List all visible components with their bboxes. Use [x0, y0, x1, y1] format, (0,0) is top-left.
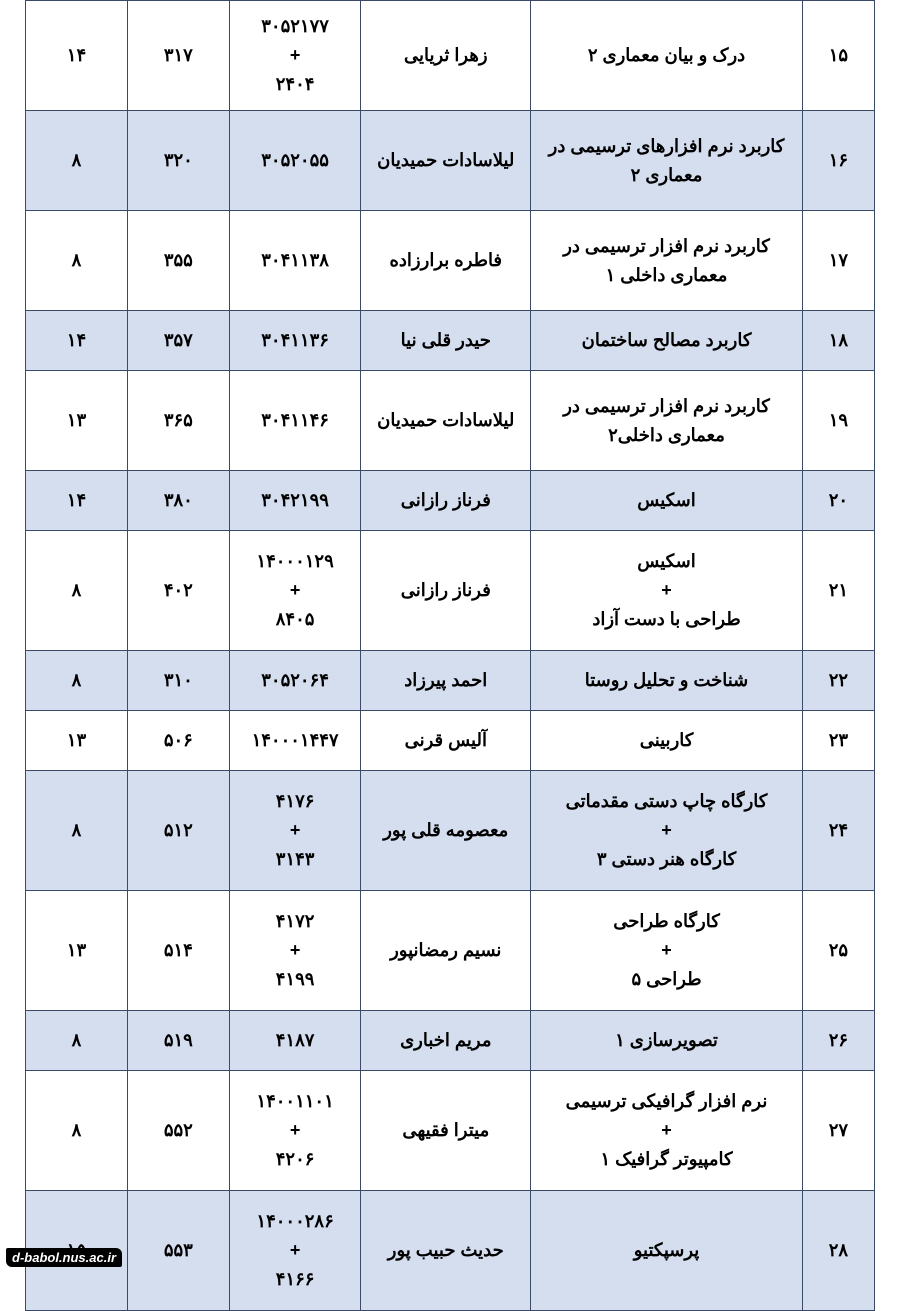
col-c1: ۵۱۲ — [127, 771, 229, 891]
course-title: اسکیس — [531, 471, 803, 531]
course-title: کاربینی — [531, 711, 803, 771]
course-code: ۴۱۷۶+۳۱۴۳ — [229, 771, 361, 891]
table-row: ۱۹کاربرد نرم افزار ترسیمی در معماری داخل… — [26, 371, 875, 471]
course-title: درک و بیان معماری ۲ — [531, 1, 803, 111]
table-row: ۲۴کارگاه چاپ دستی مقدماتی+کارگاه هنر دست… — [26, 771, 875, 891]
course-code: ۱۴۰۰۱۱۰۱+۴۲۰۶ — [229, 1071, 361, 1191]
col-c1: ۵۱۹ — [127, 1011, 229, 1071]
table-row: ۲۶تصویرسازی ۱مریم اخباری۴۱۸۷۵۱۹۸ — [26, 1011, 875, 1071]
instructor-name: فرناز رازانی — [361, 531, 531, 651]
row-index: ۱۸ — [802, 311, 874, 371]
col-c2: ۸ — [26, 651, 128, 711]
col-c1: ۵۰۶ — [127, 711, 229, 771]
table-row: ۲۰اسکیسفرناز رازانی۳۰۴۲۱۹۹۳۸۰۱۴ — [26, 471, 875, 531]
row-index: ۲۷ — [802, 1071, 874, 1191]
course-title: کاربرد مصالح ساختمان — [531, 311, 803, 371]
col-c2: ۸ — [26, 771, 128, 891]
instructor-name: نسیم رمضانپور — [361, 891, 531, 1011]
course-title: کاربرد نرم افزارهای ترسیمی در معماری ۲ — [531, 111, 803, 211]
course-title: کاربرد نرم افزار ترسیمی در معماری داخلی … — [531, 211, 803, 311]
col-c2: ۱۳ — [26, 371, 128, 471]
col-c2: ۸ — [26, 1011, 128, 1071]
table-row: ۲۷نرم افزار گرافیکی ترسیمی+کامپیوتر گراف… — [26, 1071, 875, 1191]
col-c1: ۳۵۷ — [127, 311, 229, 371]
course-title: شناخت و تحلیل روستا — [531, 651, 803, 711]
instructor-name: حدیث حبیب پور — [361, 1191, 531, 1311]
course-table: ۱۵درک و بیان معماری ۲زهرا ثریایی۳۰۵۲۱۷۷+… — [25, 0, 875, 1311]
row-index: ۲۴ — [802, 771, 874, 891]
course-code: ۳۰۴۱۱۳۸ — [229, 211, 361, 311]
table-row: ۱۵درک و بیان معماری ۲زهرا ثریایی۳۰۵۲۱۷۷+… — [26, 1, 875, 111]
course-title: اسکیس+طراحی با دست آزاد — [531, 531, 803, 651]
watermark: d-babol.nus.ac.ir — [6, 1248, 122, 1267]
course-code: ۳۰۴۱۱۴۶ — [229, 371, 361, 471]
instructor-name: احمد پیرزاد — [361, 651, 531, 711]
col-c2: ۱۴ — [26, 471, 128, 531]
col-c1: ۳۱۷ — [127, 1, 229, 111]
col-c2: ۸ — [26, 1071, 128, 1191]
col-c1: ۳۱۰ — [127, 651, 229, 711]
instructor-name: آلیس قرنی — [361, 711, 531, 771]
course-code: ۱۴۰۰۰۱۲۹+۸۴۰۵ — [229, 531, 361, 651]
col-c2: ۱۳ — [26, 711, 128, 771]
col-c1: ۵۱۴ — [127, 891, 229, 1011]
table-row: ۲۲شناخت و تحلیل روستااحمد پیرزاد۳۰۵۲۰۶۴۳… — [26, 651, 875, 711]
course-title: کاربرد نرم افزار ترسیمی در معماری داخلی۲ — [531, 371, 803, 471]
col-c2: ۱۳ — [26, 891, 128, 1011]
course-code: ۱۴۰۰۰۱۴۴۷ — [229, 711, 361, 771]
row-index: ۱۶ — [802, 111, 874, 211]
row-index: ۲۳ — [802, 711, 874, 771]
row-index: ۲۶ — [802, 1011, 874, 1071]
row-index: ۲۱ — [802, 531, 874, 651]
instructor-name: لیلاسادات حمیدیان — [361, 371, 531, 471]
row-index: ۲۰ — [802, 471, 874, 531]
col-c1: ۳۶۵ — [127, 371, 229, 471]
col-c2: ۱۴ — [26, 1, 128, 111]
instructor-name: زهرا ثریایی — [361, 1, 531, 111]
col-c1: ۳۲۰ — [127, 111, 229, 211]
course-code: ۳۰۵۲۰۶۴ — [229, 651, 361, 711]
row-index: ۲۲ — [802, 651, 874, 711]
col-c2: ۸ — [26, 211, 128, 311]
col-c2: ۸ — [26, 111, 128, 211]
course-code: ۳۰۴۲۱۹۹ — [229, 471, 361, 531]
instructor-name: حیدر قلی نیا — [361, 311, 531, 371]
course-title: کارگاه چاپ دستی مقدماتی+کارگاه هنر دستی … — [531, 771, 803, 891]
table-row: ۲۱اسکیس+طراحی با دست آزادفرناز رازانی۱۴۰… — [26, 531, 875, 651]
instructor-name: میترا فقیهی — [361, 1071, 531, 1191]
table-row: ۱۷کاربرد نرم افزار ترسیمی در معماری داخل… — [26, 211, 875, 311]
course-title: پرسپکتیو — [531, 1191, 803, 1311]
col-c1: ۴۰۲ — [127, 531, 229, 651]
course-code: ۳۰۵۲۰۵۵ — [229, 111, 361, 211]
table-row: ۲۵کارگاه طراحی+طراحی ۵نسیم رمضانپور۴۱۷۲+… — [26, 891, 875, 1011]
row-index: ۲۸ — [802, 1191, 874, 1311]
table-row: ۲۸پرسپکتیوحدیث حبیب پور۱۴۰۰۰۲۸۶+۴۱۶۶۵۵۳۱… — [26, 1191, 875, 1311]
table-row: ۱۸کاربرد مصالح ساختمانحیدر قلی نیا۳۰۴۱۱۳… — [26, 311, 875, 371]
col-c1: ۵۵۲ — [127, 1071, 229, 1191]
course-title: کارگاه طراحی+طراحی ۵ — [531, 891, 803, 1011]
col-c1: ۳۸۰ — [127, 471, 229, 531]
row-index: ۱۷ — [802, 211, 874, 311]
instructor-name: مریم اخباری — [361, 1011, 531, 1071]
course-title: نرم افزار گرافیکی ترسیمی+کامپیوتر گرافیک… — [531, 1071, 803, 1191]
course-code: ۴۱۸۷ — [229, 1011, 361, 1071]
instructor-name: لیلاسادات حمیدیان — [361, 111, 531, 211]
course-code: ۴۱۷۲+۴۱۹۹ — [229, 891, 361, 1011]
col-c1: ۵۵۳ — [127, 1191, 229, 1311]
course-title: تصویرسازی ۱ — [531, 1011, 803, 1071]
course-code: ۳۰۴۱۱۳۶ — [229, 311, 361, 371]
instructor-name: فاطره برارزاده — [361, 211, 531, 311]
col-c2: ۸ — [26, 531, 128, 651]
table-row: ۱۶کاربرد نرم افزارهای ترسیمی در معماری ۲… — [26, 111, 875, 211]
row-index: ۱۹ — [802, 371, 874, 471]
col-c2: ۱۴ — [26, 311, 128, 371]
row-index: ۱۵ — [802, 1, 874, 111]
table-row: ۲۳کاربینیآلیس قرنی۱۴۰۰۰۱۴۴۷۵۰۶۱۳ — [26, 711, 875, 771]
instructor-name: فرناز رازانی — [361, 471, 531, 531]
col-c1: ۳۵۵ — [127, 211, 229, 311]
course-code: ۱۴۰۰۰۲۸۶+۴۱۶۶ — [229, 1191, 361, 1311]
instructor-name: معصومه قلی پور — [361, 771, 531, 891]
course-code: ۳۰۵۲۱۷۷+۲۴۰۴ — [229, 1, 361, 111]
row-index: ۲۵ — [802, 891, 874, 1011]
